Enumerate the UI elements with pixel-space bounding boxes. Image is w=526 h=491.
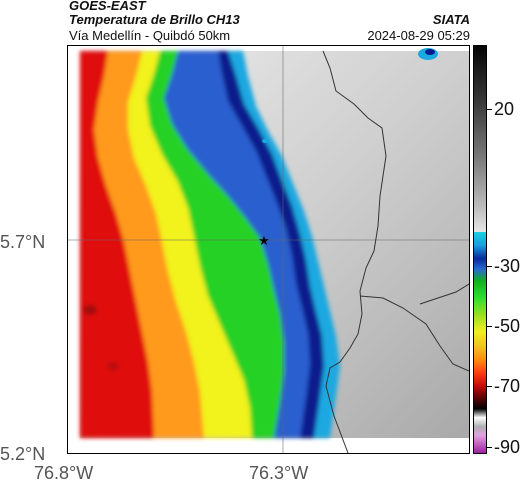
colorbar-label: 20 — [494, 99, 515, 119]
department-boundary — [359, 295, 469, 372]
cloud-band-red — [80, 51, 154, 438]
satellite-map[interactable]: ★ — [67, 45, 470, 454]
colorbar-label: -90 — [494, 437, 521, 457]
colorbar-label: -30 — [494, 256, 521, 276]
colorbar — [473, 45, 487, 454]
department-boundary — [322, 50, 387, 453]
lat-label: 5.2°N — [0, 444, 46, 464]
cold-core — [83, 305, 97, 315]
station-star-icon: ★ — [258, 234, 270, 249]
organization-label: SIATA — [432, 12, 470, 27]
lon-label: 76.8°W — [34, 463, 94, 483]
colorbar-label: -70 — [494, 376, 521, 396]
map-subtitle: Vía Medellín - Quibdó 50km — [69, 28, 231, 43]
department-boundary — [419, 283, 469, 305]
colorbar-label: -50 — [494, 316, 521, 336]
cloud-fragment — [262, 139, 268, 143]
colorbar-tick — [487, 447, 492, 448]
lon-label: 76.3°W — [249, 463, 309, 483]
colorbar-tick — [487, 109, 492, 110]
colorbar-tick — [487, 326, 492, 327]
colorbar-tick — [487, 386, 492, 387]
timestamp: 2024-08-29 05:29 — [367, 28, 470, 43]
lat-label: 5.7°N — [0, 232, 46, 252]
colorbar-tick — [487, 266, 492, 267]
cloud-fragment — [425, 49, 435, 55]
map-title: Temperatura de Brillo CH13 — [69, 12, 240, 27]
satellite-name: GOES-EAST — [69, 0, 146, 13]
cold-core — [107, 362, 119, 370]
